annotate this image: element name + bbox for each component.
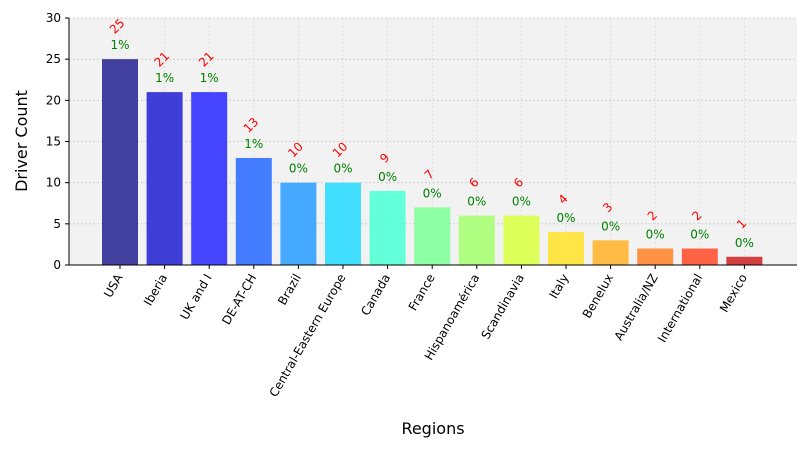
percent-label: 0% (467, 195, 486, 209)
x-tick-label: Australia/NZ (612, 272, 661, 343)
bar (191, 92, 228, 265)
y-tick-label: 0 (53, 258, 61, 272)
y-tick-label: 5 (53, 217, 61, 231)
bar (726, 256, 763, 265)
bars (102, 59, 763, 265)
x-tick-label: UK and I (177, 272, 214, 323)
bar (102, 59, 138, 265)
x-axis-title: Regions (401, 419, 464, 438)
percent-label: 0% (601, 219, 620, 233)
x-axis: USA Iberia UK and I DE-AT-CH BrazilCentral-E… (69, 264, 797, 400)
x-tick-label: International (655, 272, 705, 345)
percent-label: 0% (690, 228, 709, 242)
percent-label: 0% (735, 236, 754, 250)
y-axis-title: Driver Count (12, 90, 31, 192)
percent-label: 1% (110, 38, 129, 52)
x-tick-label: Benelux (580, 272, 616, 321)
x-tick-label: USA (101, 271, 126, 300)
percent-label: 0% (378, 170, 397, 184)
percent-label: 1% (244, 137, 263, 151)
bar (280, 182, 317, 265)
bar (369, 190, 406, 265)
y-tick-label: 20 (46, 93, 61, 107)
bar (235, 157, 272, 265)
percent-label: 0% (556, 211, 575, 225)
bar (414, 207, 451, 265)
bar (325, 182, 361, 265)
x-tick-label: Iberia (141, 272, 170, 309)
x-tick-label: Canada (358, 272, 393, 319)
percent-label: 0% (512, 195, 531, 209)
bar (592, 240, 629, 265)
percent-label: 1% (200, 71, 219, 85)
x-tick-label: France (406, 272, 438, 314)
x-tick-label: Mexico (717, 272, 750, 315)
percent-label: 0% (289, 162, 308, 176)
x-tick-label: Scandinavia (478, 272, 527, 342)
bar (637, 248, 674, 265)
x-tick-label: DE-AT-CH (219, 272, 259, 328)
bar (146, 92, 183, 265)
percent-label: 0% (333, 162, 352, 176)
y-tick-label: 15 (46, 135, 61, 149)
x-tick-label: Italy (546, 272, 571, 302)
bar (681, 248, 718, 265)
y-tick-label: 30 (46, 11, 61, 25)
y-tick-label: 25 (46, 52, 61, 66)
percent-label: 0% (646, 228, 665, 242)
percent-label: 0% (423, 186, 442, 200)
y-axis: 0 5 10 15 20 25 30 (46, 11, 70, 272)
y-tick-label: 10 (46, 176, 61, 190)
x-tick-label: Central-Eastern Europe (267, 272, 349, 400)
x-tick-label: Brazil (275, 272, 304, 308)
bar (458, 215, 495, 265)
bar (548, 232, 584, 265)
bar (503, 215, 540, 265)
percent-label: 1% (155, 71, 174, 85)
